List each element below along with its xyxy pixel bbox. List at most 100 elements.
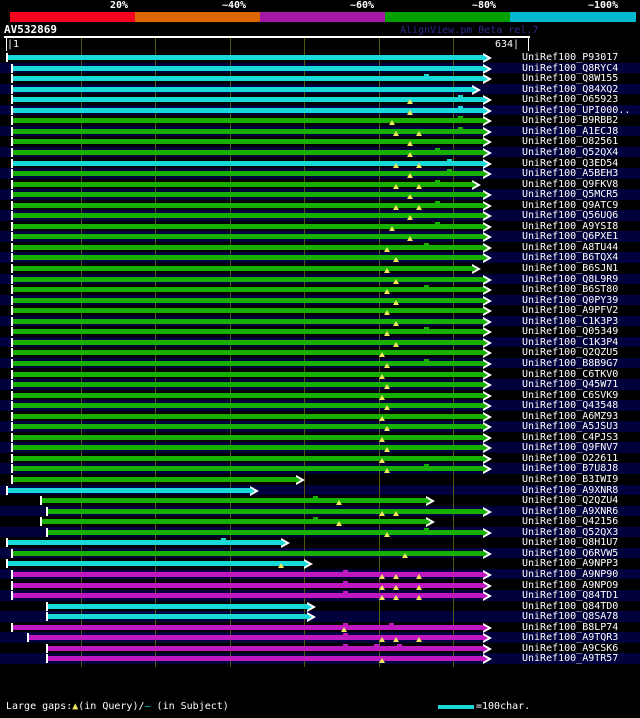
hit-row[interactable]: UniRef100_A9XNR6: [0, 505, 640, 518]
alignment-bar[interactable]: [12, 287, 484, 293]
alignment-bar[interactable]: [12, 255, 484, 261]
alignment-bar[interactable]: [12, 297, 484, 303]
hit-row[interactable]: UniRef100_Q0PY39: [0, 295, 640, 307]
hit-label[interactable]: UniRef100_Q6RVW5: [522, 547, 619, 559]
alignment-bar[interactable]: [47, 603, 309, 609]
hit-label[interactable]: UniRef100_Q9ATC9: [522, 199, 619, 211]
hit-label[interactable]: UniRef100_A9XNR8: [522, 484, 619, 496]
hit-row[interactable]: UniRef100_C4PJS3: [0, 432, 640, 444]
alignment-bar[interactable]: [12, 76, 484, 82]
alignment-bar[interactable]: [12, 244, 484, 250]
alignment-bar[interactable]: [47, 508, 484, 514]
alignment-bar[interactable]: [12, 128, 484, 134]
hit-row[interactable]: UniRef100_Q8RYC4: [0, 63, 640, 75]
hit-row[interactable]: UniRef100_A9TQR3: [0, 632, 640, 644]
hit-label[interactable]: UniRef100_A9YSI8: [522, 220, 619, 232]
hit-row[interactable]: UniRef100_B6TQX4: [0, 252, 640, 264]
alignment-bar[interactable]: [47, 656, 484, 662]
alignment-bar[interactable]: [12, 223, 484, 229]
hit-row[interactable]: UniRef100_B7U8J8: [0, 463, 640, 475]
hit-row[interactable]: UniRef100_A9NPO9: [0, 580, 640, 592]
hit-label[interactable]: UniRef100_Q84TD0: [522, 600, 619, 612]
hit-label[interactable]: UniRef100_Q05349: [522, 326, 619, 338]
alignment-bar[interactable]: [8, 487, 251, 493]
hit-label[interactable]: UniRef100_Q84TD1: [522, 590, 619, 602]
alignment-bar[interactable]: [29, 635, 484, 641]
hit-label[interactable]: UniRef100_A9TQR3: [522, 632, 619, 644]
hit-row[interactable]: UniRef100_Q9FKV8: [0, 179, 640, 191]
alignment-bar[interactable]: [12, 171, 484, 177]
alignment-bar[interactable]: [12, 550, 484, 556]
hit-label[interactable]: UniRef100_Q56UQ6: [522, 210, 619, 222]
hit-row[interactable]: UniRef100_A9YSI8: [0, 220, 640, 233]
hit-row[interactable]: UniRef100_Q8L9R9: [0, 273, 640, 286]
hit-label[interactable]: UniRef100_A1ECJ8: [522, 125, 619, 137]
alignment-bar[interactable]: [12, 192, 484, 198]
hit-row[interactable]: UniRef100_A1ECJ8: [0, 125, 640, 138]
hit-label[interactable]: UniRef100_A5BEH3: [522, 168, 619, 180]
hit-label[interactable]: UniRef100_Q9FNV7: [522, 442, 619, 454]
hit-row[interactable]: UniRef100_B6SJN1: [0, 263, 640, 275]
hit-row[interactable]: UniRef100_A6MZ93: [0, 410, 640, 423]
hit-row[interactable]: UniRef100_P93017: [0, 52, 640, 64]
alignment-bar[interactable]: [47, 529, 484, 535]
alignment-bar[interactable]: [12, 445, 484, 451]
hit-row[interactable]: UniRef100_A9CSK6: [0, 642, 640, 655]
hit-row[interactable]: UniRef100_Q6RVW5: [0, 547, 640, 560]
alignment-bar[interactable]: [12, 181, 474, 187]
hit-label[interactable]: UniRef100_B3IWI9: [522, 474, 619, 485]
hit-label[interactable]: UniRef100_C1K3P3: [522, 315, 619, 327]
hit-label[interactable]: UniRef100_A9CSK6: [522, 642, 619, 654]
hit-row[interactable]: UniRef100_B3IWI9: [0, 474, 640, 486]
alignment-bar[interactable]: [12, 308, 484, 314]
hit-row[interactable]: UniRef100_Q42156: [0, 516, 640, 528]
alignment-bar[interactable]: [12, 382, 484, 388]
hit-row[interactable]: UniRef100_B9RBB2: [0, 115, 640, 127]
hit-row[interactable]: UniRef100_Q84TD0: [0, 600, 640, 613]
alignment-bar[interactable]: [42, 519, 428, 525]
hit-label[interactable]: UniRef100_UPI000..: [522, 104, 631, 116]
hit-row[interactable]: UniRef100_O22611: [0, 452, 640, 465]
hit-row[interactable]: UniRef100_Q84TD1: [0, 590, 640, 602]
hit-label[interactable]: UniRef100_A9NP90: [522, 568, 619, 580]
hit-label[interactable]: UniRef100_A9TR57: [522, 653, 619, 665]
hit-label[interactable]: UniRef100_A6MZ93: [522, 410, 619, 422]
hit-row[interactable]: UniRef100_Q05349: [0, 326, 640, 338]
alignment-bar[interactable]: [12, 455, 484, 461]
hit-label[interactable]: UniRef100_Q5MCR5: [522, 189, 619, 201]
hit-row[interactable]: UniRef100_Q2QZU5: [0, 347, 640, 359]
alignment-bar[interactable]: [12, 118, 484, 124]
alignment-bar[interactable]: [12, 339, 484, 345]
hit-row[interactable]: UniRef100_A9PFV2: [0, 305, 640, 317]
alignment-bar[interactable]: [12, 424, 484, 430]
hit-row[interactable]: UniRef100_O82561: [0, 136, 640, 148]
alignment-bar[interactable]: [12, 276, 484, 282]
alignment-bar[interactable]: [12, 434, 484, 440]
hit-row[interactable]: UniRef100_Q3ED54: [0, 158, 640, 170]
hit-label[interactable]: UniRef100_O22611: [522, 452, 619, 464]
hit-label[interactable]: UniRef100_B6SJN1: [522, 263, 619, 274]
hit-label[interactable]: UniRef100_A9PFV2: [522, 305, 619, 317]
alignment-bar[interactable]: [12, 213, 484, 219]
alignment-bar[interactable]: [12, 350, 484, 356]
hit-label[interactable]: UniRef100_C6SVK9: [522, 389, 619, 401]
hit-label[interactable]: UniRef100_A5JSU3: [522, 421, 619, 433]
hit-row[interactable]: UniRef100_A5JSU3: [0, 421, 640, 433]
hit-label[interactable]: UniRef100_Q8L9R9: [522, 273, 619, 285]
alignment-bar[interactable]: [12, 413, 484, 419]
hit-row[interactable]: UniRef100_C6SVK9: [0, 389, 640, 402]
alignment-bar[interactable]: [12, 160, 484, 166]
hit-row[interactable]: UniRef100_Q2QZU4: [0, 495, 640, 507]
hit-label[interactable]: UniRef100_A9XNR6: [522, 505, 619, 517]
hit-row[interactable]: UniRef100_Q45W71: [0, 379, 640, 391]
hit-plot[interactable]: UniRef100_P93017 UniRef100_Q8RYC4 UniRef10…: [0, 51, 640, 671]
hit-label[interactable]: UniRef100_B8LP74: [522, 621, 619, 633]
alignment-bar[interactable]: [12, 403, 484, 409]
hit-label[interactable]: UniRef100_P93017: [522, 52, 619, 63]
alignment-bar[interactable]: [12, 329, 484, 335]
alignment-bar[interactable]: [12, 149, 484, 155]
alignment-bar[interactable]: [12, 593, 484, 599]
hit-label[interactable]: UniRef100_A9NPP3: [522, 558, 619, 570]
hit-label[interactable]: UniRef100_Q45W71: [522, 379, 619, 391]
alignment-bar[interactable]: [12, 571, 484, 577]
